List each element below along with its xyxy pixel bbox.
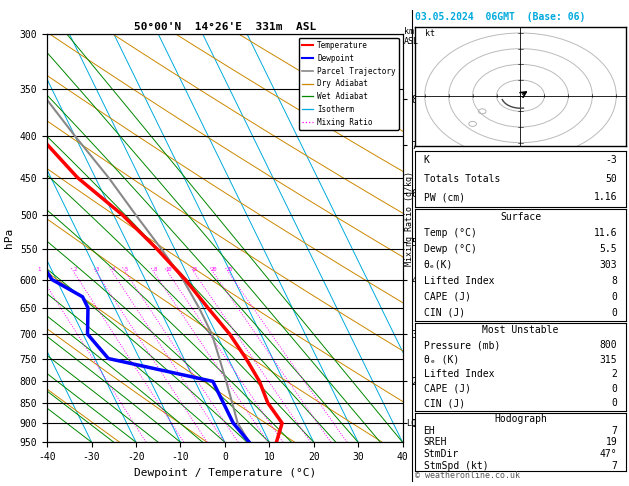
Text: km
ASL: km ASL	[404, 27, 419, 46]
Y-axis label: hPa: hPa	[4, 228, 14, 248]
Text: 0: 0	[611, 399, 618, 408]
Text: PW (cm): PW (cm)	[423, 192, 465, 202]
Text: 5.5: 5.5	[600, 244, 618, 254]
Text: 03.05.2024  06GMT  (Base: 06): 03.05.2024 06GMT (Base: 06)	[415, 12, 586, 22]
Text: SREH: SREH	[423, 437, 447, 447]
Text: StmDir: StmDir	[423, 449, 459, 459]
Text: CAPE (J): CAPE (J)	[423, 292, 470, 302]
Text: 25: 25	[226, 266, 233, 272]
Title: 50°00'N  14°26'E  331m  ASL: 50°00'N 14°26'E 331m ASL	[134, 22, 316, 32]
Text: 2: 2	[611, 369, 618, 379]
Text: Hodograph: Hodograph	[494, 414, 547, 424]
Text: Surface: Surface	[500, 212, 541, 222]
Text: 7: 7	[611, 426, 618, 435]
Text: 315: 315	[600, 355, 618, 364]
Text: StmSpd (kt): StmSpd (kt)	[423, 461, 488, 470]
Text: 4: 4	[112, 266, 115, 272]
Text: 11.6: 11.6	[594, 228, 618, 238]
Text: 0: 0	[611, 308, 618, 318]
Text: 15: 15	[192, 266, 198, 272]
Text: Totals Totals: Totals Totals	[423, 174, 500, 184]
Text: 1.16: 1.16	[594, 192, 618, 202]
Text: K: K	[423, 155, 430, 165]
Text: Mixing Ratio (g/kg): Mixing Ratio (g/kg)	[405, 171, 414, 266]
Legend: Temperature, Dewpoint, Parcel Trajectory, Dry Adiabat, Wet Adiabat, Isotherm, Mi: Temperature, Dewpoint, Parcel Trajectory…	[299, 38, 399, 130]
Text: © weatheronline.co.uk: © weatheronline.co.uk	[415, 471, 520, 480]
Text: 20: 20	[211, 266, 218, 272]
Text: 19: 19	[606, 437, 618, 447]
Text: Most Unstable: Most Unstable	[482, 326, 559, 335]
X-axis label: Dewpoint / Temperature (°C): Dewpoint / Temperature (°C)	[134, 468, 316, 478]
Text: CAPE (J): CAPE (J)	[423, 384, 470, 394]
Text: 1: 1	[37, 266, 41, 272]
Text: 50: 50	[606, 174, 618, 184]
Text: Lifted Index: Lifted Index	[423, 276, 494, 286]
Text: 800: 800	[600, 340, 618, 350]
Text: LCL: LCL	[406, 418, 421, 428]
Text: 0: 0	[611, 292, 618, 302]
Text: 7: 7	[611, 461, 618, 470]
Text: Pressure (mb): Pressure (mb)	[423, 340, 500, 350]
Text: θₑ(K): θₑ(K)	[423, 260, 453, 270]
Text: -3: -3	[606, 155, 618, 165]
Text: 3: 3	[96, 266, 99, 272]
Text: 8: 8	[153, 266, 157, 272]
Text: CIN (J): CIN (J)	[423, 399, 465, 408]
Text: 47°: 47°	[600, 449, 618, 459]
Text: Dewp (°C): Dewp (°C)	[423, 244, 476, 254]
Text: 0: 0	[611, 384, 618, 394]
Text: θₑ (K): θₑ (K)	[423, 355, 459, 364]
Text: CIN (J): CIN (J)	[423, 308, 465, 318]
Text: Temp (°C): Temp (°C)	[423, 228, 476, 238]
Text: kt: kt	[425, 29, 435, 38]
Text: 8: 8	[611, 276, 618, 286]
Text: 303: 303	[600, 260, 618, 270]
Text: EH: EH	[423, 426, 435, 435]
Text: Lifted Index: Lifted Index	[423, 369, 494, 379]
Text: 2: 2	[74, 266, 77, 272]
Text: 5: 5	[125, 266, 128, 272]
Text: 10: 10	[165, 266, 172, 272]
